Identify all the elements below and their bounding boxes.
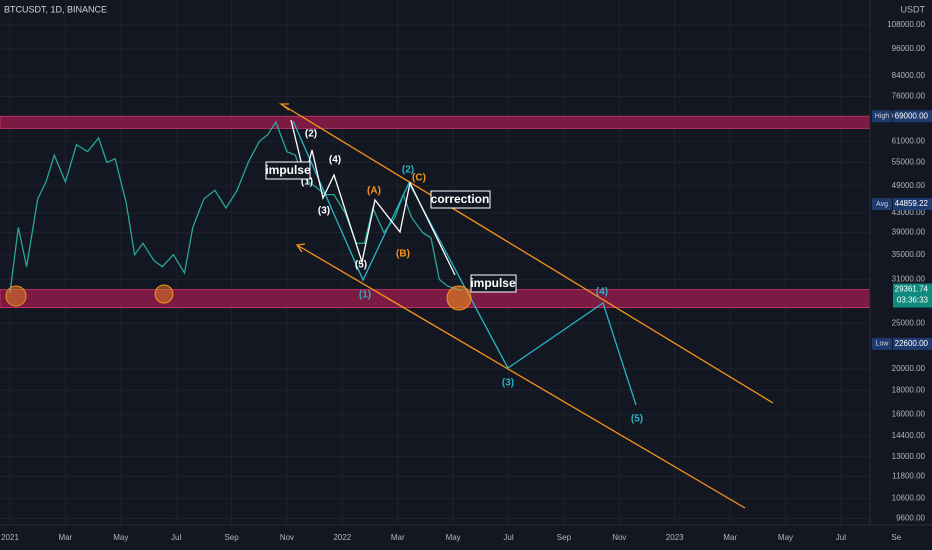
wave-label: (5) [631,414,643,425]
annotation: impulse [470,276,516,290]
y-tick-label: 31000.00 [892,275,926,284]
y-tick-label: 18000.00 [892,385,926,394]
wave-label: (A) [367,186,381,197]
marker-value: 22600.00 [895,339,929,348]
arrow [295,243,306,253]
drawings [5,103,774,509]
wave-labels: (2) (4) (1) (3) (5) (A) (B) (C) (2) (1) … [301,129,643,425]
axes: 108000.00 96000.00 84000.00 76000.00 69000.0… [1,20,932,542]
y-tick-label: 55000.00 [892,158,926,167]
wave-label: (3) [318,206,330,217]
x-tick-label: 2023 [666,533,684,542]
annotations: impulse correction impulse [265,161,517,293]
circle [154,284,174,304]
marker-value-box [893,337,932,350]
x-tick-label: Nov [612,533,626,542]
x-tick-label: May [113,533,128,542]
wave-cyan [292,120,637,406]
wave-label: (1) [301,177,313,188]
y-tick-label: 10600.00 [892,493,926,502]
marker-value: 44859.22 [895,199,929,208]
countdown: 03:36:33 [897,296,929,305]
marker-name: High [875,113,890,120]
zone [0,289,870,309]
x-tick-label: Jul [836,533,846,542]
y-tick-label: 39000.00 [892,228,926,237]
annotation: impulse [265,163,311,177]
x-tick-label: Mar [723,533,737,542]
x-tick-label: Nov [280,533,294,542]
y-tick-label: 84000.00 [892,71,926,80]
zones [0,115,870,309]
marker-value-box [893,110,932,123]
circle [5,285,27,307]
annotation-box [470,274,517,293]
marker-name-box [872,110,892,123]
grid [0,0,870,525]
last-price-box [893,283,932,308]
wave-label: (4) [596,287,608,298]
y-tick-label: 13000.00 [892,452,926,461]
chart-title: BTCUSDT, 1D, BINANCE [4,4,107,14]
y-tick-label: 35000.00 [892,250,926,259]
y-tick-label: 25000.00 [892,318,926,327]
price-line [9,120,462,294]
y-tick-label: 96000.00 [892,44,926,53]
y-tick-label: 11800.00 [892,472,925,481]
y-tick-label: 43000.00 [892,208,926,217]
annotation-box [265,161,311,180]
wave-label: (5) [355,260,367,271]
marker-name: Avg [876,201,888,208]
annotation: correction [431,192,490,206]
channel-lower [296,244,746,509]
x-tick-label: Sep [557,533,572,542]
y-tick-label: 61000.00 [892,136,926,145]
marker-value-box [893,198,932,211]
y-tick-label: 16000.00 [892,409,926,418]
y-tick-label: 49000.00 [892,181,926,190]
x-tick-label: Mar [391,533,405,542]
marker-value: 69000.00 [895,111,929,120]
x-tick-label: Sep [224,533,239,542]
x-tick-label: Se [891,533,901,542]
x-tick-label: May [446,533,461,542]
x-tick-label: May [778,533,793,542]
y-tick-label: 20000.00 [892,364,926,373]
wave-label: (3) [502,378,514,389]
marker-name-box [872,337,892,350]
y-tick-label: 14400.00 [892,431,926,440]
y-tick-label: 9600.00 [896,514,925,523]
x-tick-label: 2021 [1,533,19,542]
price-layer [9,120,462,294]
wave-label: (1) [359,290,371,301]
marker-name-box [872,198,892,211]
currency: USDT [901,4,926,14]
marker-name: Low [876,341,890,348]
wave-label: (B) [396,249,410,260]
arrow [279,103,290,111]
wave-label: (4) [329,155,341,166]
x-tick-label: Jul [503,533,513,542]
annotation-box [430,190,491,209]
x-tick-label: Jul [171,533,181,542]
wave-label: (2) [305,129,317,140]
wave-label: (C) [412,173,426,184]
x-tick-label: Mar [58,533,72,542]
channel-upper [280,103,774,404]
y-tick-label: 76000.00 [892,92,926,101]
zone [0,115,870,129]
x-tick-label: 2022 [333,533,351,542]
y-tick-label: 108000.00 [887,20,925,29]
last-price: 29361.74 [895,285,929,294]
circle [446,285,472,311]
wave-label: (2) [402,165,414,176]
